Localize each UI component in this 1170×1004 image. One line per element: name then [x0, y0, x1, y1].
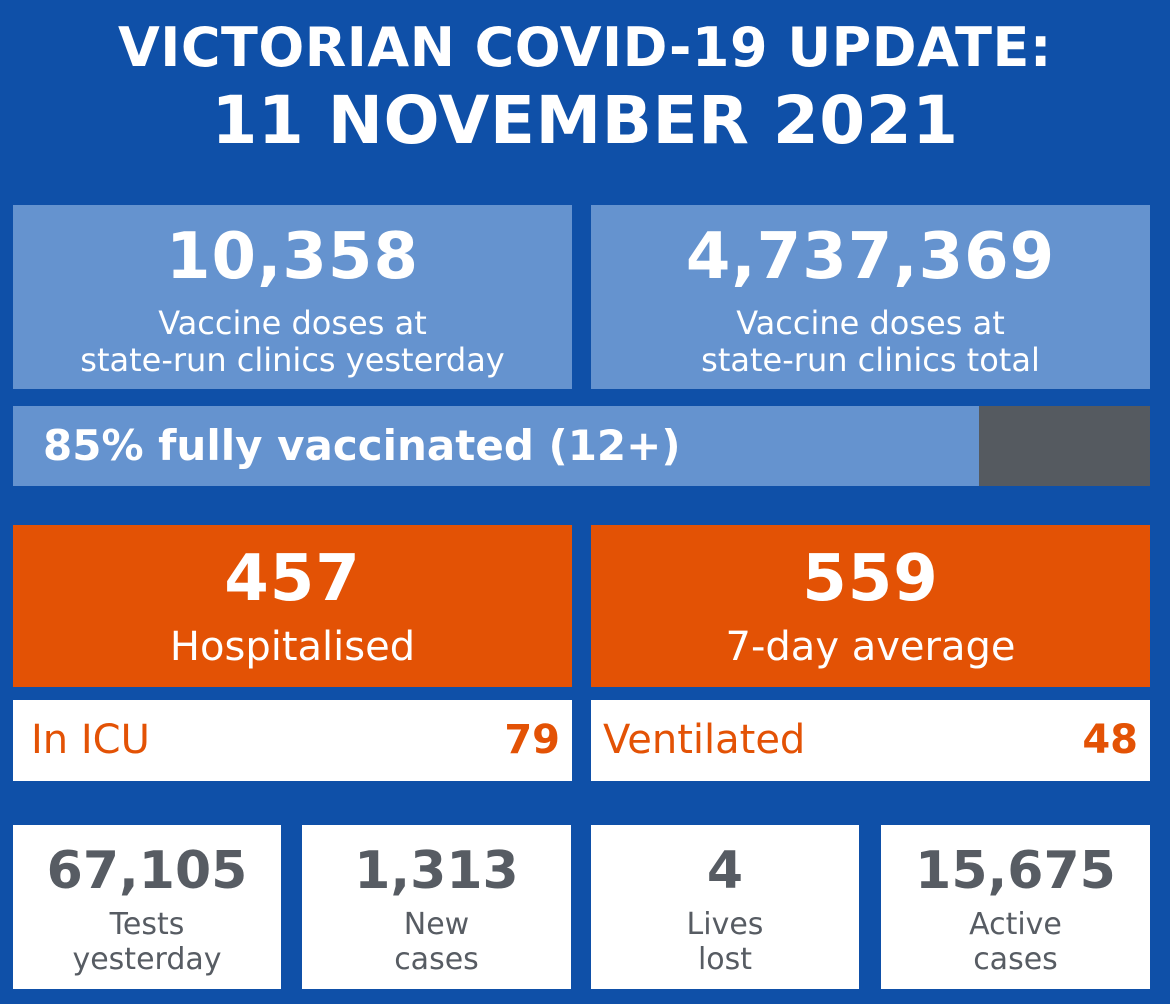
stat-label-line1: Tests	[109, 907, 185, 942]
icu-label: In ICU	[31, 717, 150, 763]
seven-day-average-value: 559	[802, 542, 939, 616]
stat-value: 1,313	[354, 841, 519, 901]
stat-label-line1: Active	[969, 907, 1062, 942]
doses-yesterday-label-line2: state-run clinics yesterday	[80, 341, 505, 379]
doses-yesterday-panel: 10,358 Vaccine doses at state-run clinic…	[13, 205, 572, 389]
stat-label-line1: New	[403, 907, 470, 942]
title-date: 11 NOVEMBER 2021	[211, 82, 959, 159]
stat-label-line2: yesterday	[72, 942, 222, 977]
stat-label-line1: Lives	[686, 907, 764, 942]
hospitalised-value: 457	[224, 542, 361, 616]
doses-yesterday-value: 10,358	[166, 220, 419, 294]
doses-yesterday-label-line1: Vaccine doses at	[158, 304, 427, 342]
stat-label-line2: lost	[697, 942, 753, 977]
stat-new-cases: 1,313 New cases	[302, 825, 571, 989]
stat-value: 15,675	[915, 841, 1116, 901]
icu-value: 79	[504, 717, 560, 763]
hospitalised-label: Hospitalised	[169, 624, 416, 670]
hospitalised-panel: 457 Hospitalised	[13, 525, 572, 687]
doses-total-label-line2: state-run clinics total	[701, 341, 1040, 379]
stat-label-line2: cases	[394, 942, 479, 977]
icu-row: In ICU 79	[13, 700, 572, 781]
stat-active-cases: 15,675 Active cases	[881, 825, 1150, 989]
ventilated-value: 48	[1082, 717, 1138, 763]
ventilated-row: Ventilated 48	[591, 700, 1150, 781]
stat-value: 4	[706, 841, 744, 901]
fully-vaccinated-fill	[13, 406, 980, 486]
fully-vaccinated-label: 85% fully vaccinated (12+)	[43, 421, 681, 470]
stat-tests-yesterday: 67,105 Tests yesterday	[13, 825, 281, 989]
seven-day-average-panel: 559 7-day average	[591, 525, 1150, 687]
doses-total-label-line1: Vaccine doses at	[736, 304, 1005, 342]
doses-total-panel: 4,737,369 Vaccine doses at state-run cli…	[591, 205, 1150, 389]
stat-lives-lost: 4 Lives lost	[591, 825, 859, 989]
ventilated-label: Ventilated	[603, 717, 806, 763]
stat-label-line2: cases	[973, 942, 1058, 977]
seven-day-average-label: 7-day average	[725, 624, 1016, 670]
title-line-1: VICTORIAN COVID-19 UPDATE:	[117, 16, 1053, 79]
fully-vaccinated-bar: 85% fully vaccinated (12+)	[13, 406, 1150, 486]
doses-total-value: 4,737,369	[685, 220, 1056, 294]
stat-value: 67,105	[46, 841, 248, 901]
